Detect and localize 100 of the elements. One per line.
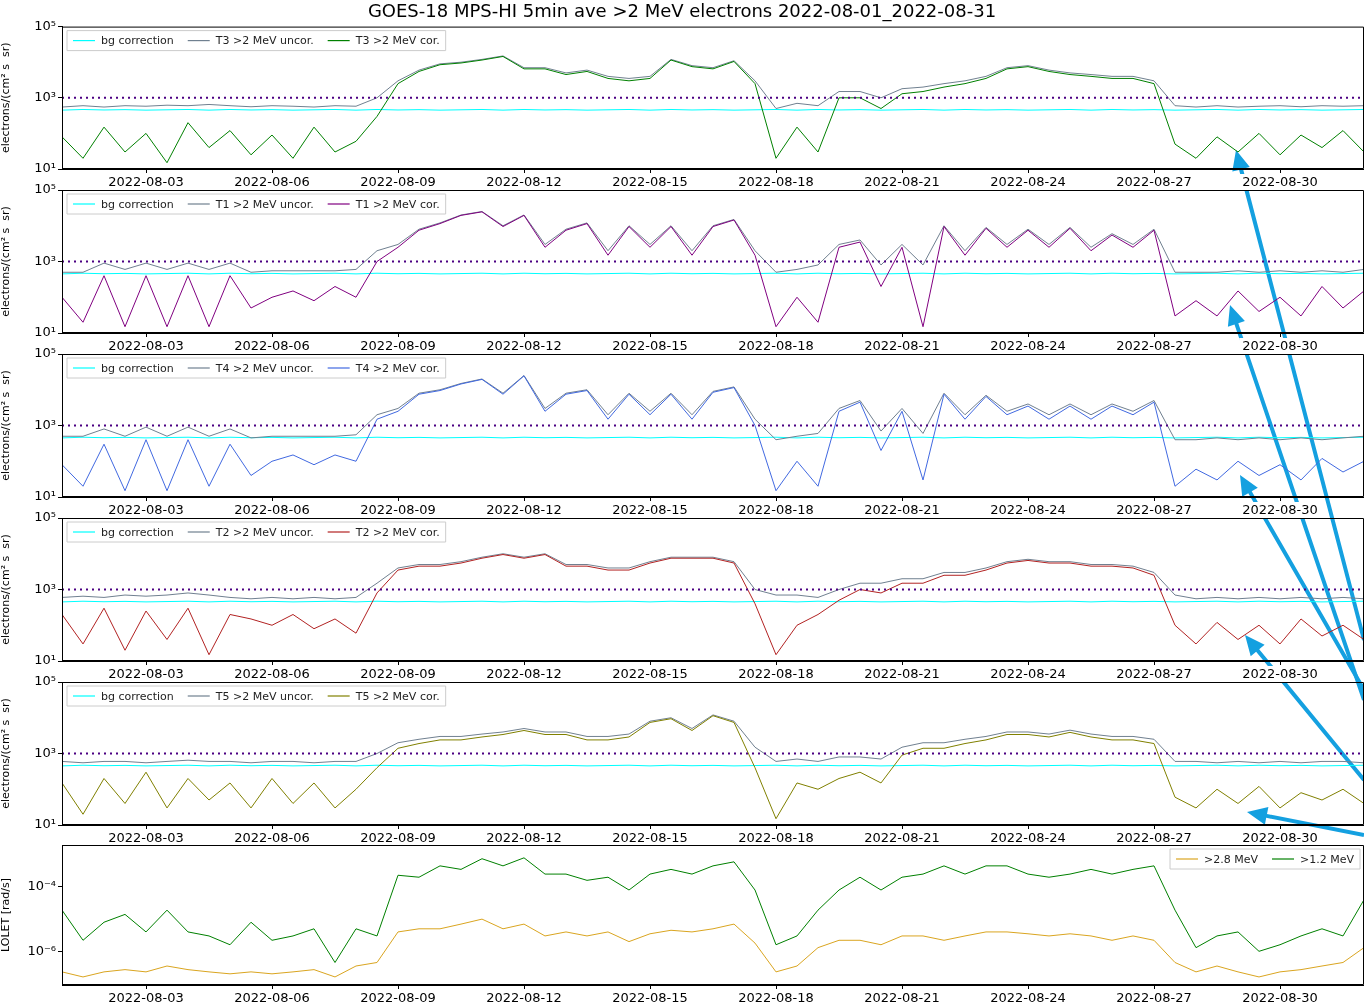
x-tick-label: 2022-08-06 [234,830,310,846]
x-tick-label: 2022-08-30 [1242,502,1318,518]
x-tick-label: 2022-08-15 [612,990,688,1005]
x-tick-label: 2022-08-27 [1116,174,1192,190]
y-tick-label: 10⁻⁶ [27,942,56,958]
y-tick-label: 10⁻⁴ [27,878,56,894]
x-tick-label: 2022-08-27 [1116,666,1192,682]
x-tick-label: 2022-08-06 [234,174,310,190]
y-tick-label: 10³ [34,580,56,596]
x-tick-label: 2022-08-06 [234,502,310,518]
legend-label: bg correction [101,197,174,211]
x-tick-label: 2022-08-27 [1116,990,1192,1005]
y-tick-label: 10¹ [34,324,56,340]
y-tick-label: 10⁵ [34,509,56,525]
x-tick-label: 2022-08-30 [1242,666,1318,682]
y-tick-label: 10⁵ [34,17,56,33]
legend-label: T4 >2 MeV uncor. [214,361,314,375]
y-axis-title: electrons/(cm² s sr) [0,42,13,154]
x-tick-label: 2022-08-30 [1242,990,1318,1005]
y-tick-label: 10¹ [34,816,56,832]
x-tick-label: 2022-08-15 [612,502,688,518]
y-tick-label: 10⁵ [34,673,56,689]
x-tick-label: 2022-08-24 [990,174,1066,190]
x-tick-label: 2022-08-18 [738,830,814,846]
y-axis-title: electrons/(cm² s sr) [0,206,13,317]
x-tick-label: 2022-08-03 [108,174,184,190]
x-tick-label: 2022-08-09 [360,174,436,190]
x-tick-label: 2022-08-12 [486,830,562,846]
y-tick-label: 10¹ [34,488,56,504]
y-tick-label: 10³ [34,416,56,432]
x-tick-label: 2022-08-18 [738,666,814,682]
y-tick-label: 10¹ [34,160,56,176]
x-tick-label: 2022-08-18 [738,338,814,354]
y-axis-title: electrons/(cm² s sr) [0,370,13,481]
x-tick-label: 2022-08-06 [234,666,310,682]
x-tick-label: 2022-08-24 [990,990,1066,1005]
y-tick-label: 10⁵ [34,181,56,197]
x-tick-label: 2022-08-03 [108,502,184,518]
x-tick-label: 2022-08-24 [990,338,1066,354]
x-tick-label: 2022-08-09 [360,830,436,846]
legend-label: bg correction [101,525,174,539]
legend-label: T4 >2 MeV cor. [354,361,440,375]
x-tick-label: 2022-08-21 [864,502,940,518]
legend-label: bg correction [101,34,174,48]
x-tick-label: 2022-08-27 [1116,502,1192,518]
legend-label: >1.2 MeV [1300,852,1355,866]
y-tick-label: 10³ [34,744,56,760]
x-tick-label: 2022-08-03 [108,666,184,682]
x-tick-label: 2022-08-15 [612,666,688,682]
y-axis-title: electrons/(cm² s sr) [0,698,13,809]
x-tick-label: 2022-08-21 [864,830,940,846]
x-tick-label: 2022-08-30 [1242,338,1318,354]
chart-title: GOES-18 MPS-HI 5min ave >2 MeV electrons 2022-08-01_2022-08-31 [367,0,997,23]
x-tick-label: 2022-08-12 [486,338,562,354]
x-tick-label: 2022-08-21 [864,338,940,354]
x-tick-label: 2022-08-21 [864,666,940,682]
legend-label: T2 >2 MeV cor. [354,525,440,539]
x-tick-label: 2022-08-30 [1242,174,1318,190]
x-tick-label: 2022-08-24 [990,502,1066,518]
x-tick-label: 2022-08-03 [108,990,184,1005]
x-tick-label: 2022-08-24 [990,666,1066,682]
legend-label: T3 >2 MeV uncor. [214,34,314,48]
x-tick-label: 2022-08-15 [612,830,688,846]
legend-label: >2.8 MeV [1204,852,1259,866]
y-tick-label: 10¹ [34,652,56,668]
y-axis-title: electrons/(cm² s sr) [0,534,13,645]
x-tick-label: 2022-08-09 [360,666,436,682]
legend-label: T2 >2 MeV uncor. [214,525,314,539]
x-tick-label: 2022-08-12 [486,502,562,518]
x-tick-label: 2022-08-03 [108,830,184,846]
x-tick-label: 2022-08-12 [486,174,562,190]
x-tick-label: 2022-08-12 [486,990,562,1005]
legend-label: bg correction [101,689,174,703]
x-tick-label: 2022-08-18 [738,990,814,1005]
x-tick-label: 2022-08-30 [1242,830,1318,846]
x-tick-label: 2022-08-03 [108,338,184,354]
x-tick-label: 2022-08-09 [360,990,436,1005]
legend-label: bg correction [101,361,174,375]
x-tick-label: 2022-08-21 [864,990,940,1005]
x-tick-label: 2022-08-27 [1116,830,1192,846]
x-tick-label: 2022-08-18 [738,502,814,518]
legend-label: T1 >2 MeV uncor. [214,197,314,211]
y-tick-label: 10³ [34,252,56,268]
x-tick-label: 2022-08-06 [234,338,310,354]
y-tick-label: 10⁵ [34,345,56,361]
x-tick-label: 2022-08-21 [864,174,940,190]
legend-label: T5 >2 MeV uncor. [214,689,314,703]
legend-label: T1 >2 MeV cor. [354,197,440,211]
x-tick-label: 2022-08-15 [612,174,688,190]
x-tick-label: 2022-08-18 [738,174,814,190]
x-tick-label: 2022-08-09 [360,502,436,518]
x-tick-label: 2022-08-24 [990,830,1066,846]
legend-label: T3 >2 MeV cor. [354,34,440,48]
x-tick-label: 2022-08-06 [234,990,310,1005]
y-tick-label: 10³ [34,89,56,105]
legend-label: T5 >2 MeV cor. [354,689,440,703]
x-tick-label: 2022-08-27 [1116,338,1192,354]
y-axis-title: LOLET [rad/s] [0,878,13,952]
x-tick-label: 2022-08-09 [360,338,436,354]
x-tick-label: 2022-08-12 [486,666,562,682]
